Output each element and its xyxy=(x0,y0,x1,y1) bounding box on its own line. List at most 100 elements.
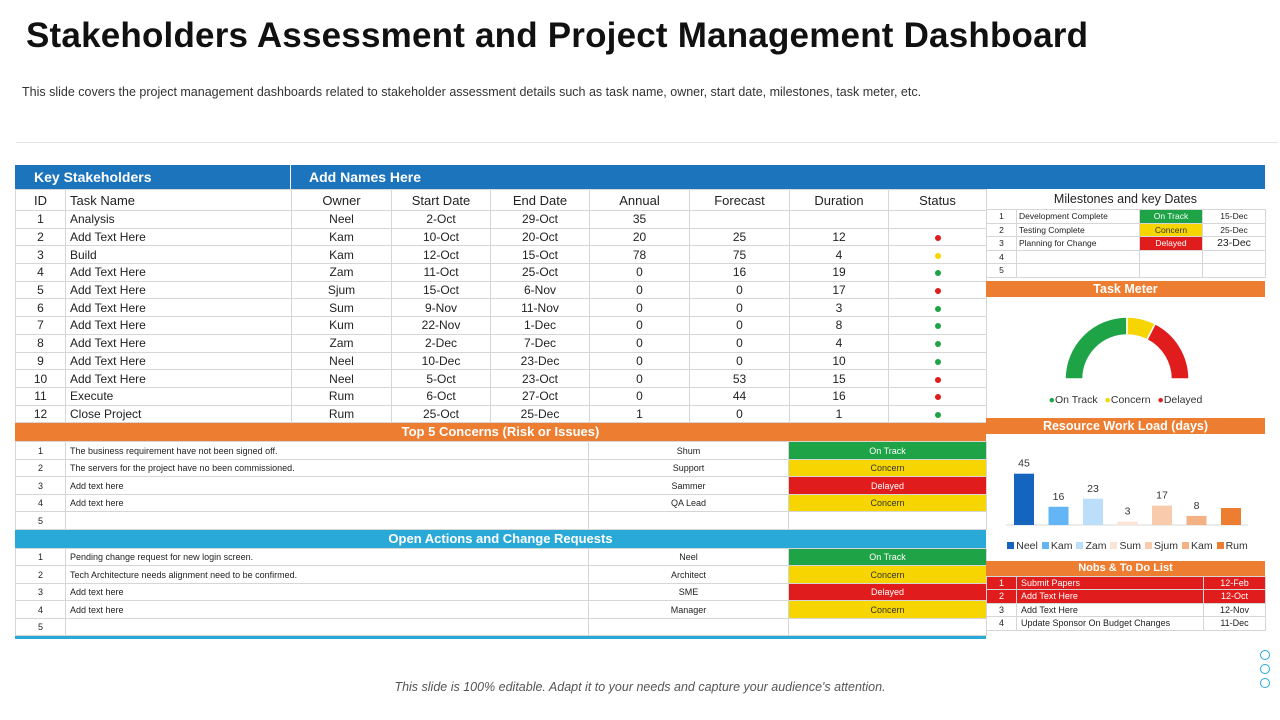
task-meter-title: Task Meter xyxy=(986,280,1265,297)
cell-task: Add Text Here xyxy=(65,280,292,300)
legend-label: Neel xyxy=(1016,539,1038,552)
column-header: End Date xyxy=(490,189,590,211)
row-owner: QA Lead xyxy=(588,493,789,513)
list-row: 1 Pending change request for new login sc… xyxy=(15,547,987,567)
cell-id: 8 xyxy=(15,333,66,353)
task-meter-chart: ●On Track ●Concern ●Delayed xyxy=(986,297,1265,418)
row-id: 1 xyxy=(15,547,66,567)
cell-end: 25-Dec xyxy=(490,404,590,424)
status-cell xyxy=(888,386,987,406)
milestone-row: 3 Planning for Change Delayed 23-Dec xyxy=(986,236,1266,251)
legend-concern: Concern xyxy=(1110,393,1151,406)
todo-table: 1 Submit Papers 12-Feb 2 Add Text Here 12-Oct… xyxy=(986,575,1266,631)
bar-label: 23 xyxy=(1087,482,1099,494)
cell-forecast: 0 xyxy=(689,280,790,300)
column-header: ID xyxy=(15,189,66,211)
status-cell xyxy=(888,369,987,388)
cell-forecast: 44 xyxy=(689,386,790,406)
cell-forecast: 53 xyxy=(689,369,790,388)
cell-task: Analysis xyxy=(65,210,292,229)
cell-owner: Neel xyxy=(291,351,392,371)
todo-id: 1 xyxy=(986,575,1017,590)
legend-swatch xyxy=(1110,541,1118,549)
list-row: 4 Add text here QA Lead Concern xyxy=(15,493,987,513)
legend-swatch xyxy=(1145,541,1153,549)
slide-nav-dots[interactable] xyxy=(1260,650,1270,692)
cell-duration: 8 xyxy=(789,316,889,335)
status-dot xyxy=(934,305,941,312)
table-row: 4 Add Text Here Zam 11-Oct 25-Oct 0 16 19 xyxy=(15,263,987,282)
todo-date: 11-Dec xyxy=(1203,616,1266,631)
status-badge: On Track xyxy=(788,441,987,460)
cell-forecast: 0 xyxy=(689,298,790,318)
status-cell xyxy=(888,280,987,300)
cell-forecast: 0 xyxy=(689,316,790,335)
row-owner: Sammer xyxy=(588,476,789,495)
todo-title: Nobs & To Do List xyxy=(986,560,1265,576)
cell-annual: 78 xyxy=(589,245,690,265)
cell-task: Add Text Here xyxy=(65,351,292,371)
todo-text: Update Sponsor On Budget Changes xyxy=(1016,616,1204,631)
status-cell xyxy=(888,227,987,247)
gauge-segment-on-track xyxy=(1064,315,1128,380)
gauge-segment-delayed xyxy=(1145,322,1190,380)
cell-start: 10-Oct xyxy=(391,227,491,247)
status-dot xyxy=(934,252,941,259)
row-text: Add text here xyxy=(65,493,589,513)
bar-label: 16 xyxy=(1053,490,1065,502)
milestone-id: 3 xyxy=(986,236,1017,251)
cell-annual: 0 xyxy=(589,316,690,335)
row-owner: Support xyxy=(588,458,789,478)
row-owner: Architect xyxy=(588,565,789,584)
cell-start: 11-Oct xyxy=(391,263,491,282)
cell-end: 11-Nov xyxy=(490,298,590,318)
table-row: 8 Add Text Here Zam 2-Dec 7-Dec 0 0 4 xyxy=(15,333,987,353)
cell-id: 2 xyxy=(15,227,66,247)
row-id: 5 xyxy=(15,511,66,530)
milestone-row: 2 Testing Complete Concern 25-Dec xyxy=(986,222,1266,237)
nav-dot[interactable] xyxy=(1260,678,1270,688)
row-text: Add text here xyxy=(65,600,589,619)
row-id: 1 xyxy=(15,441,66,460)
nav-dot[interactable] xyxy=(1260,664,1270,674)
status-cell xyxy=(888,351,987,371)
cell-annual: 0 xyxy=(589,280,690,300)
cell-forecast xyxy=(689,210,790,229)
cell-duration: 12 xyxy=(789,227,889,247)
table-row: 5 Add Text Here Sjum 15-Oct 6-Nov 0 0 17 xyxy=(15,280,987,300)
status-badge: On Track xyxy=(788,547,987,567)
status-dot xyxy=(934,235,941,242)
row-id: 4 xyxy=(15,600,66,619)
cell-owner: Rum xyxy=(291,386,392,406)
cell-start: 12-Oct xyxy=(391,245,491,265)
legend-swatch xyxy=(1216,541,1224,549)
cell-start: 5-Oct xyxy=(391,369,491,388)
bar-label: 8 xyxy=(1194,499,1200,511)
milestone-id: 4 xyxy=(986,249,1017,264)
status-cell xyxy=(888,333,987,353)
milestone-name xyxy=(1016,249,1140,264)
cell-start: 9-Nov xyxy=(391,298,491,318)
page-subtitle: This slide covers the project management… xyxy=(22,85,922,99)
cell-duration: 3 xyxy=(789,298,889,318)
table-row: 9 Add Text Here Neel 10-Dec 23-Dec 0 0 10 xyxy=(15,351,987,371)
actions-title: Open Actions and Change Requests xyxy=(15,529,986,548)
row-owner xyxy=(588,511,789,530)
nav-dot[interactable] xyxy=(1260,650,1270,660)
milestone-name: Planning for Change xyxy=(1016,236,1140,251)
workload-title: Resource Work Load (days) xyxy=(986,417,1265,434)
table-row: 6 Add Text Here Sum 9-Nov 11-Nov 0 0 3 xyxy=(15,298,987,318)
cell-id: 10 xyxy=(15,369,66,388)
milestone-status xyxy=(1139,249,1203,264)
milestone-id: 1 xyxy=(986,209,1017,224)
task-meter-legend: ●On Track ●Concern ●Delayed xyxy=(1048,393,1203,406)
cell-annual: 35 xyxy=(589,210,690,229)
footer-note: This slide is 100% editable. Adapt it to… xyxy=(394,680,886,694)
list-row: 5 xyxy=(15,617,987,637)
status-dot xyxy=(934,270,941,277)
status-dot xyxy=(934,323,941,330)
row-text: Add text here xyxy=(65,476,589,495)
cell-start: 6-Oct xyxy=(391,386,491,406)
cell-start: 10-Dec xyxy=(391,351,491,371)
cell-forecast: 0 xyxy=(689,351,790,371)
